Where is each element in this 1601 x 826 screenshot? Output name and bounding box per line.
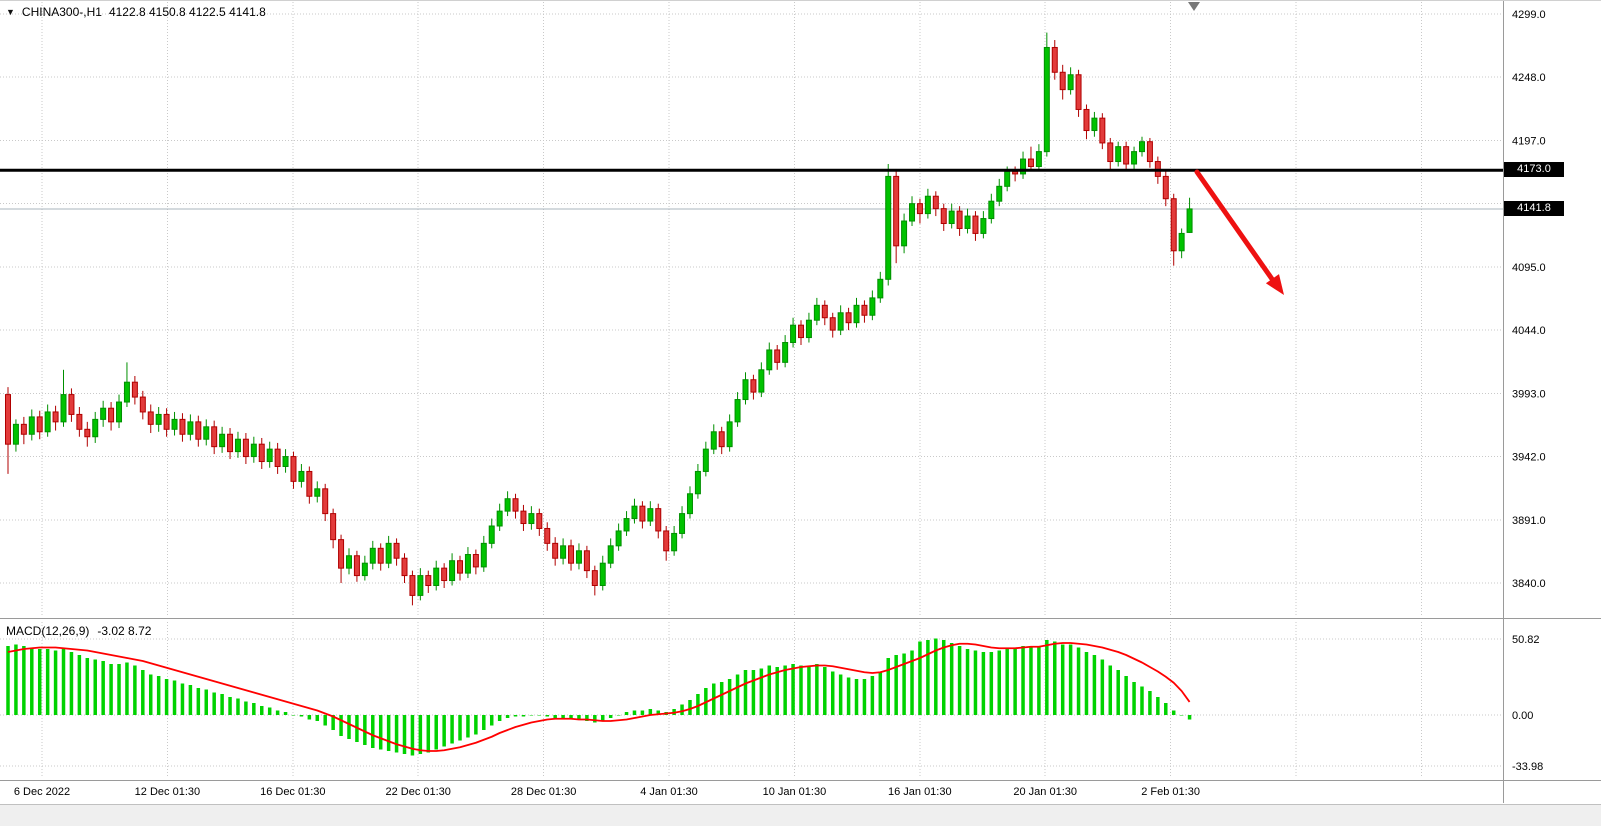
resistance-price-tag: 4173.0 bbox=[1504, 162, 1564, 178]
macd-label: MACD(12,26,9) -3.02 8.72 bbox=[6, 624, 151, 638]
svg-text:4095.0: 4095.0 bbox=[1512, 262, 1546, 274]
macd-name: MACD(12,26,9) bbox=[6, 624, 90, 638]
trend-arrow-down bbox=[1194, 169, 1284, 295]
macd-values: -3.02 8.72 bbox=[97, 624, 152, 638]
macd-signal-line bbox=[7, 642, 1191, 752]
axis-labels: 4299.0 4248.0 4197.0 4095.0 4044.0 3993.0 3942… bbox=[14, 9, 1546, 798]
svg-text:16 Jan 01:30: 16 Jan 01:30 bbox=[888, 786, 952, 798]
symbol-ohlc-label: ▼ CHINA300-,H1 4122.8 4150.8 4122.5 4141… bbox=[6, 5, 266, 19]
svg-text:12 Dec 01:30: 12 Dec 01:30 bbox=[135, 786, 200, 798]
svg-text:22 Dec 01:30: 22 Dec 01:30 bbox=[385, 786, 450, 798]
svg-text:4 Jan 01:30: 4 Jan 01:30 bbox=[640, 786, 698, 798]
svg-text:50.82: 50.82 bbox=[1512, 634, 1540, 646]
svg-text:4044.0: 4044.0 bbox=[1512, 325, 1546, 337]
svg-text:10 Jan 01:30: 10 Jan 01:30 bbox=[763, 786, 827, 798]
svg-text:16 Dec 01:30: 16 Dec 01:30 bbox=[260, 786, 325, 798]
horizontal-scrollbar[interactable] bbox=[0, 804, 1601, 826]
svg-text:4299.0: 4299.0 bbox=[1512, 9, 1546, 21]
macd-histogram bbox=[6, 638, 1192, 756]
svg-text:-33.98: -33.98 bbox=[1512, 761, 1543, 773]
candlestick-series bbox=[5, 32, 1193, 606]
bid-price-tag: 4141.8 bbox=[1504, 200, 1564, 216]
symbol-dropdown-icon[interactable]: ▼ bbox=[6, 7, 15, 17]
price-axis[interactable] bbox=[1504, 0, 1601, 803]
time-axis[interactable] bbox=[0, 782, 1503, 803]
svg-text:3942.0: 3942.0 bbox=[1512, 452, 1546, 464]
svg-text:20 Jan 01:30: 20 Jan 01:30 bbox=[1013, 786, 1077, 798]
svg-text:3993.0: 3993.0 bbox=[1512, 388, 1546, 400]
svg-text:28 Dec 01:30: 28 Dec 01:30 bbox=[511, 786, 576, 798]
symbol-period: CHINA300-,H1 bbox=[21, 5, 102, 19]
svg-text:3840.0: 3840.0 bbox=[1512, 578, 1546, 590]
grid-layer bbox=[0, 2, 1503, 778]
svg-text:0.00: 0.00 bbox=[1512, 710, 1533, 722]
ohlc-readout: 4122.8 4150.8 4122.5 4141.8 bbox=[108, 5, 266, 19]
svg-text:6 Dec 2022: 6 Dec 2022 bbox=[14, 786, 70, 798]
svg-text:3891.0: 3891.0 bbox=[1512, 515, 1546, 527]
svg-text:2 Feb 01:30: 2 Feb 01:30 bbox=[1141, 786, 1200, 798]
svg-text:4248.0: 4248.0 bbox=[1512, 72, 1546, 84]
chart-shift-marker-icon bbox=[1188, 2, 1200, 11]
svg-text:4197.0: 4197.0 bbox=[1512, 135, 1546, 147]
